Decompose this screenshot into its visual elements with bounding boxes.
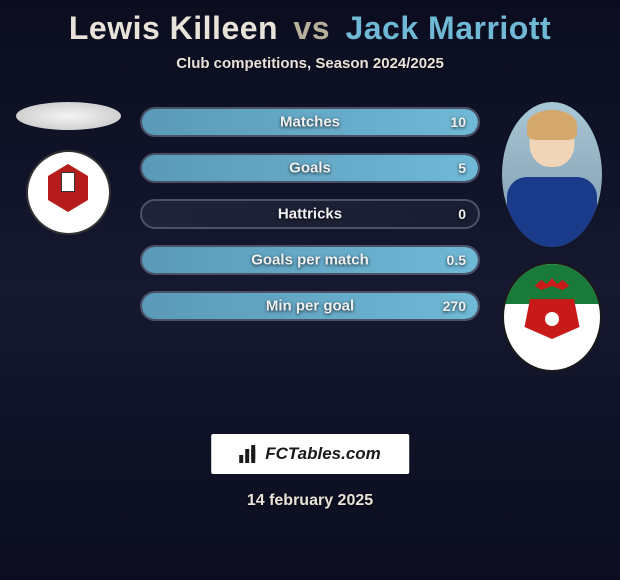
date-text: 14 february 2025 — [211, 492, 409, 510]
bar-chart-icon — [239, 445, 261, 463]
stat-bar-row: Min per goal 270 — [140, 291, 480, 321]
stat-value-right: 270 — [443, 298, 466, 314]
stat-value-right: 10 — [450, 114, 466, 130]
stat-label: Hattricks — [278, 206, 342, 223]
comparison-title: Lewis Killeen vs Jack Marriott — [0, 0, 620, 47]
stat-value-right: 0 — [458, 206, 466, 222]
stat-value-right: 5 — [458, 160, 466, 176]
player1-placeholder-oval — [16, 102, 121, 130]
stat-label: Goals per match — [251, 252, 369, 269]
stat-bars-container: Matches 10 Goals 5 Hattricks 0 Goals per match… — [140, 107, 480, 337]
player1-club-badge — [26, 150, 111, 235]
player2-images — [492, 102, 612, 372]
stat-bar-row: Goals per match 0.5 — [140, 245, 480, 275]
stat-bar-row: Hattricks 0 — [140, 199, 480, 229]
brand-logo: FCTables.com — [239, 444, 381, 464]
vs-text: vs — [293, 10, 330, 46]
brand-name: FCTables.com — [265, 444, 381, 464]
comparison-content: Matches 10 Goals 5 Hattricks 0 Goals per match… — [0, 102, 620, 382]
stat-value-right: 0.5 — [447, 252, 466, 268]
stat-label: Matches — [280, 114, 340, 131]
footer: FCTables.com 14 february 2025 — [211, 434, 409, 510]
player2-photo — [502, 102, 602, 247]
stat-bar-row: Matches 10 — [140, 107, 480, 137]
player1-name: Lewis Killeen — [69, 10, 278, 46]
brand-logo-box: FCTables.com — [211, 434, 409, 474]
stat-label: Min per goal — [266, 298, 354, 315]
player1-images — [8, 102, 128, 235]
subtitle: Club competitions, Season 2024/2025 — [0, 55, 620, 72]
stat-label: Goals — [289, 160, 331, 177]
stat-bar-row: Goals 5 — [140, 153, 480, 183]
player2-name: Jack Marriott — [345, 10, 551, 46]
player2-club-badge — [502, 262, 602, 372]
